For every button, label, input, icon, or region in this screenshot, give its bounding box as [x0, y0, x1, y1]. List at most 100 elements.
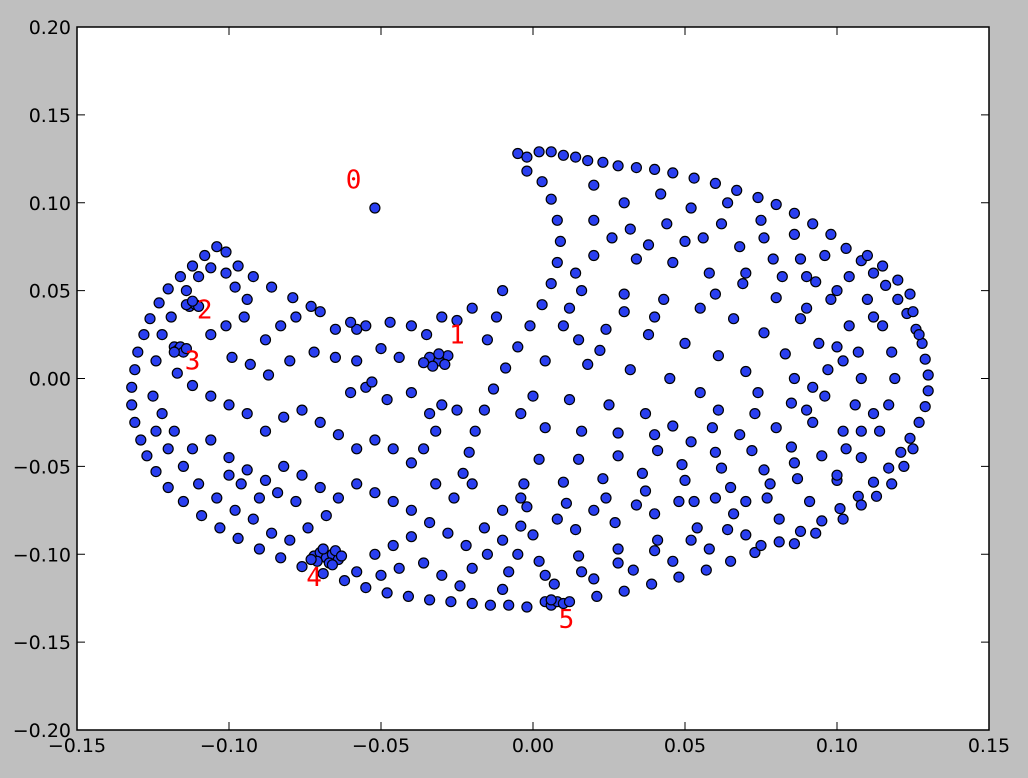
data-point	[332, 492, 344, 504]
data-point	[241, 464, 253, 476]
data-point	[214, 522, 226, 534]
y-tick-label: 0.05	[29, 281, 71, 303]
data-point	[679, 474, 691, 486]
data-point	[794, 525, 807, 538]
data-point	[612, 557, 624, 569]
data-point	[752, 387, 764, 399]
data-point	[533, 453, 545, 465]
data-point	[594, 344, 606, 356]
data-point	[667, 555, 679, 567]
data-point	[575, 566, 588, 578]
data-point	[156, 408, 168, 420]
data-point	[645, 578, 658, 590]
data-point	[779, 348, 791, 360]
data-point	[861, 293, 874, 305]
cluster-label: 1	[449, 320, 465, 350]
data-point	[320, 509, 332, 522]
data-point	[855, 372, 867, 385]
data-point	[527, 529, 539, 541]
data-point	[503, 599, 515, 611]
data-point	[761, 492, 773, 504]
data-point	[135, 434, 147, 446]
data-point	[861, 249, 874, 262]
y-tick-label: 0.10	[29, 193, 71, 215]
data-point	[785, 397, 798, 409]
data-point	[436, 311, 448, 323]
data-point	[478, 522, 490, 534]
data-point	[825, 228, 837, 240]
data-point	[755, 214, 767, 226]
data-point	[247, 513, 259, 525]
data-point	[788, 207, 801, 219]
data-point	[533, 146, 545, 158]
data-point	[575, 285, 588, 297]
data-point	[764, 478, 776, 490]
data-point	[688, 172, 700, 184]
data-point	[427, 360, 439, 372]
data-point	[436, 399, 448, 411]
data-point	[873, 425, 886, 437]
data-point	[892, 274, 904, 286]
data-point	[284, 534, 296, 546]
data-point	[338, 574, 351, 587]
data-point	[840, 242, 852, 254]
cluster-label: 2	[197, 296, 213, 326]
data-point	[317, 567, 329, 580]
data-point	[375, 569, 387, 581]
data-point	[235, 478, 247, 490]
data-point	[247, 271, 259, 283]
data-point	[883, 462, 895, 474]
data-point	[156, 329, 168, 341]
data-point	[290, 311, 302, 323]
data-point	[481, 334, 493, 346]
data-point	[685, 436, 697, 448]
x-tick-label: 0.05	[664, 735, 706, 757]
data-point	[165, 311, 177, 323]
data-point	[907, 306, 919, 318]
data-point	[484, 599, 496, 611]
data-point	[490, 311, 503, 323]
data-point	[661, 218, 673, 230]
data-point	[497, 534, 509, 546]
data-point	[442, 527, 454, 539]
data-point	[272, 487, 284, 499]
data-point	[332, 429, 344, 441]
data-point	[393, 351, 405, 363]
data-point	[588, 214, 600, 226]
cluster-label: 0	[346, 166, 362, 196]
data-point	[533, 555, 545, 567]
data-point	[497, 285, 509, 297]
data-point	[351, 478, 363, 490]
data-point	[849, 399, 861, 411]
data-point	[627, 564, 639, 576]
data-point	[770, 422, 782, 434]
data-point	[463, 446, 475, 458]
data-point	[162, 283, 174, 295]
data-point	[709, 446, 722, 458]
data-point	[727, 508, 740, 520]
data-point	[569, 267, 582, 279]
data-point	[612, 427, 624, 439]
data-point	[244, 358, 256, 370]
data-point	[794, 253, 807, 265]
data-point	[466, 562, 478, 574]
data-point	[314, 481, 326, 494]
data-point	[439, 358, 451, 370]
data-point	[521, 151, 533, 163]
data-point	[418, 443, 430, 455]
data-point	[749, 408, 761, 420]
data-point	[740, 529, 752, 541]
data-point	[205, 329, 217, 341]
data-point	[679, 235, 691, 247]
data-point	[150, 466, 162, 478]
data-point	[758, 232, 770, 244]
data-point	[196, 509, 208, 522]
data-point	[630, 162, 643, 174]
y-tick-label: −0.10	[13, 544, 71, 566]
data-point	[618, 585, 630, 597]
x-tick-label: −0.10	[200, 735, 258, 757]
data-point	[922, 385, 934, 397]
data-point	[737, 278, 749, 290]
data-point	[536, 176, 548, 188]
data-point	[512, 147, 524, 160]
